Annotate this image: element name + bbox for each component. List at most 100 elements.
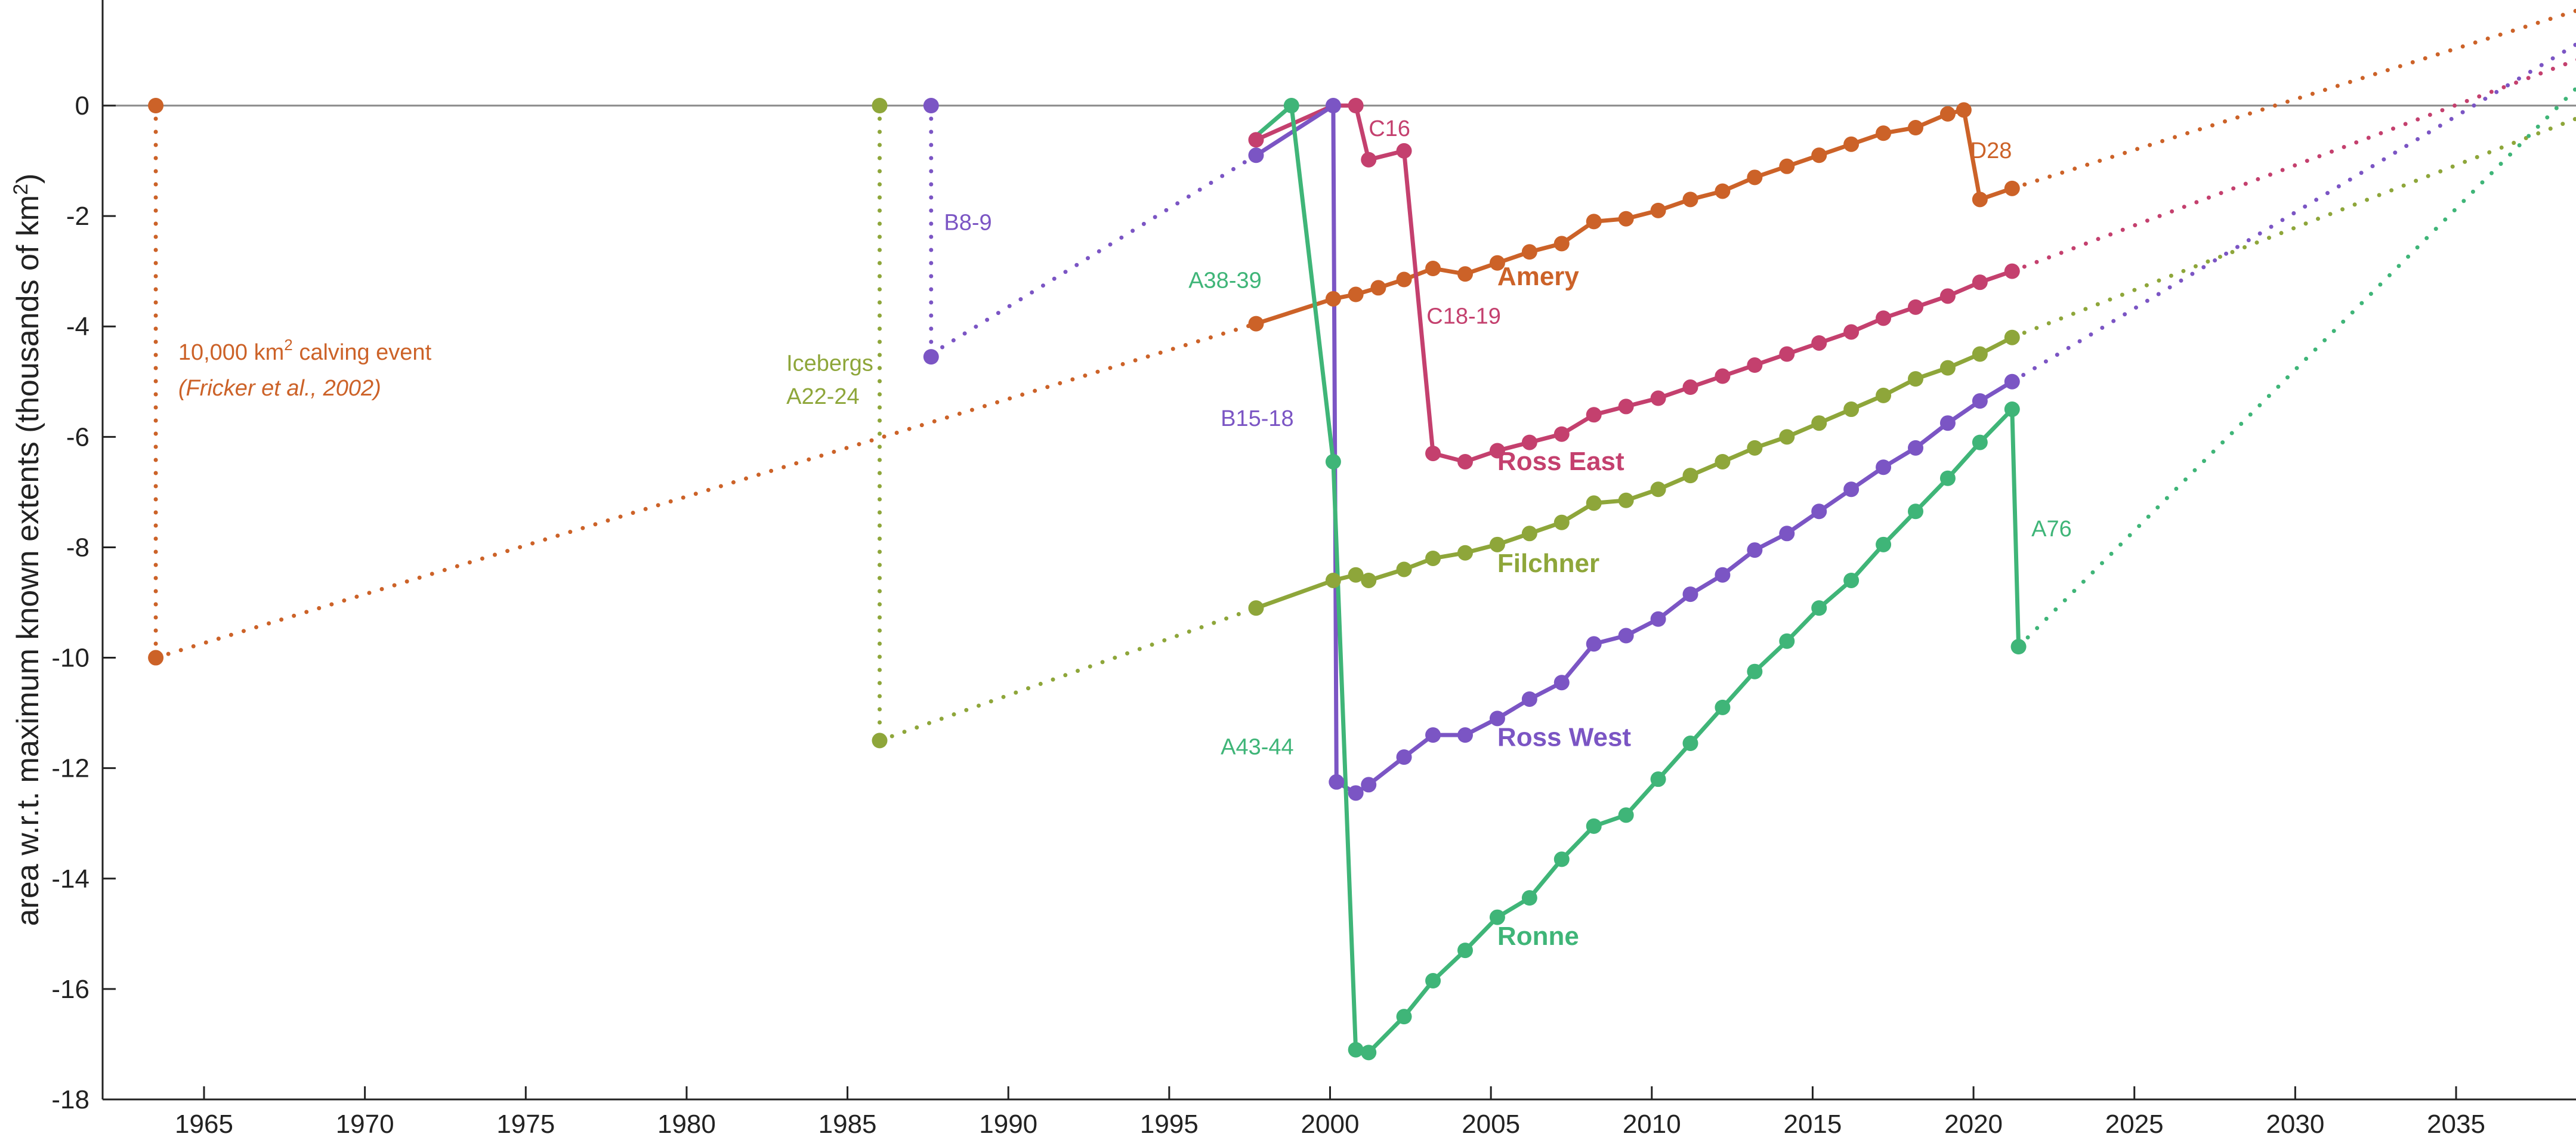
filchner-point bbox=[1489, 536, 1505, 552]
filchner-point bbox=[1939, 360, 1956, 376]
annotation-icebergs: Icebergs bbox=[786, 351, 873, 376]
ross-east-point bbox=[1361, 152, 1377, 168]
ronne-label: Ronne bbox=[1497, 922, 1579, 951]
ross-west-point bbox=[1939, 415, 1956, 431]
filchner-dotted-line bbox=[2010, 116, 2576, 340]
annotation-b15-18: B15-18 bbox=[1221, 406, 1294, 431]
amery-point bbox=[1715, 183, 1731, 199]
ross-east-point bbox=[1939, 288, 1956, 304]
ross-east-point bbox=[1682, 379, 1698, 396]
annotation-a22-24: A22-24 bbox=[786, 384, 860, 409]
ross-west-point bbox=[1553, 675, 1570, 691]
ross-west-point bbox=[1489, 710, 1505, 727]
filchner-point bbox=[1361, 572, 1377, 588]
filchner-point bbox=[1618, 492, 1634, 508]
filchner-point bbox=[872, 733, 888, 749]
amery-point bbox=[1908, 120, 1923, 136]
ronne-point bbox=[1553, 851, 1570, 867]
ross-east-point bbox=[1811, 335, 1827, 351]
y-axis-label: area w.r.t. maximum known extents (thous… bbox=[10, 174, 45, 926]
ross-west-point bbox=[1396, 749, 1412, 765]
ross-west-label: Ross West bbox=[1497, 723, 1631, 752]
x-tick-label: 1980 bbox=[657, 1110, 716, 1139]
x-tick-label: 2000 bbox=[1301, 1110, 1360, 1139]
filchner-line bbox=[1254, 335, 2015, 610]
ross-east-label: Ross East bbox=[1497, 447, 1624, 476]
ronne-point bbox=[1747, 663, 1763, 679]
ross-east-point bbox=[1747, 357, 1763, 373]
ross-east-point bbox=[1457, 453, 1473, 469]
y-tick-label: -4 bbox=[66, 312, 89, 341]
amery-point bbox=[1650, 202, 1666, 218]
y-tick-label: -12 bbox=[51, 754, 89, 783]
ross-west-point bbox=[1908, 440, 1923, 456]
annotations: C16 C18-19 D28 B8-9 A38-39 B15-18 A43-44 A76 Ice… bbox=[178, 116, 2072, 760]
ross-east-point bbox=[1521, 434, 1537, 450]
ross-east-point bbox=[1586, 407, 1602, 423]
ross-west-point bbox=[1425, 727, 1441, 743]
ross-east-point bbox=[1425, 446, 1441, 462]
amery-point bbox=[1489, 255, 1505, 271]
filchner-point bbox=[872, 98, 888, 113]
ronne-point bbox=[1396, 1009, 1412, 1025]
filchner-point bbox=[1972, 346, 1988, 362]
amery-point bbox=[1956, 102, 1972, 118]
amery-line bbox=[1254, 107, 2015, 326]
x-tick-label: 1985 bbox=[818, 1110, 877, 1139]
series-labels: Amery Ross East Filchner Ross West Ronne bbox=[1497, 262, 1631, 951]
ross-east-point bbox=[1779, 346, 1795, 362]
ronne-point bbox=[1811, 600, 1827, 616]
amery-point bbox=[1586, 214, 1602, 230]
amery-point bbox=[1396, 271, 1412, 288]
filchner-point bbox=[1553, 514, 1570, 530]
annotation-a76: A76 bbox=[2031, 517, 2072, 542]
ronne-point bbox=[1283, 98, 1299, 113]
x-tick-label: 2005 bbox=[1462, 1110, 1520, 1139]
ross-east-point bbox=[1553, 426, 1570, 442]
ronne-point bbox=[1586, 818, 1602, 834]
amery-point bbox=[1843, 136, 1860, 152]
y-tick-label: -2 bbox=[66, 202, 89, 231]
ross-east-point bbox=[1843, 324, 1860, 340]
ross-west-point bbox=[1361, 777, 1377, 793]
amery-point bbox=[1618, 211, 1634, 227]
ross-west-point bbox=[1747, 542, 1763, 558]
x-tick-label: 2025 bbox=[2105, 1110, 2164, 1139]
ross-east-point bbox=[1908, 299, 1923, 315]
ross-west-point bbox=[1876, 459, 1892, 475]
x-tick-label: 1990 bbox=[979, 1110, 1037, 1139]
ross-east-point bbox=[1489, 443, 1505, 459]
amery-point bbox=[1348, 286, 1364, 302]
ronne-point bbox=[1425, 973, 1441, 989]
ross-west-point bbox=[1715, 567, 1731, 583]
ronne-point bbox=[1521, 890, 1537, 906]
ross-west-point bbox=[1329, 774, 1345, 790]
amery-point bbox=[148, 98, 164, 113]
y-tick-label: -16 bbox=[51, 975, 89, 1004]
filchner-point bbox=[1682, 468, 1698, 484]
ross-west-point bbox=[1325, 98, 1341, 113]
amery-point bbox=[1939, 106, 1956, 122]
amery-point bbox=[2004, 180, 2020, 196]
ronne-point bbox=[2010, 639, 2027, 655]
ronne-point bbox=[1325, 453, 1341, 469]
filchner-point bbox=[1779, 429, 1795, 445]
x-tick-label: 2015 bbox=[1783, 1110, 1842, 1139]
x-tick-label: 2030 bbox=[2266, 1110, 2324, 1139]
ronne-point bbox=[1489, 909, 1505, 925]
filchner-point bbox=[1325, 572, 1341, 588]
annotation-a38-39: A38-39 bbox=[1188, 268, 1262, 293]
ronne-point bbox=[1715, 699, 1731, 715]
amery-point bbox=[148, 650, 164, 666]
annotation-a43-44: A43-44 bbox=[1221, 735, 1294, 760]
ross-east-point bbox=[1248, 132, 1264, 148]
amery-label: Amery bbox=[1497, 262, 1579, 291]
filchner-dotted-line bbox=[878, 605, 1258, 743]
annotation-b8-9: B8-9 bbox=[944, 210, 992, 235]
amery-point bbox=[1811, 147, 1827, 163]
filchner-point bbox=[1908, 371, 1923, 387]
x-tick-label: 2010 bbox=[1623, 1110, 1681, 1139]
filchner-point bbox=[1521, 526, 1537, 542]
axes: 0 -2 -4 -6 -8 -10 -12 -14 -16 -18 1965 1970 1975 1980… bbox=[51, 0, 2576, 1139]
